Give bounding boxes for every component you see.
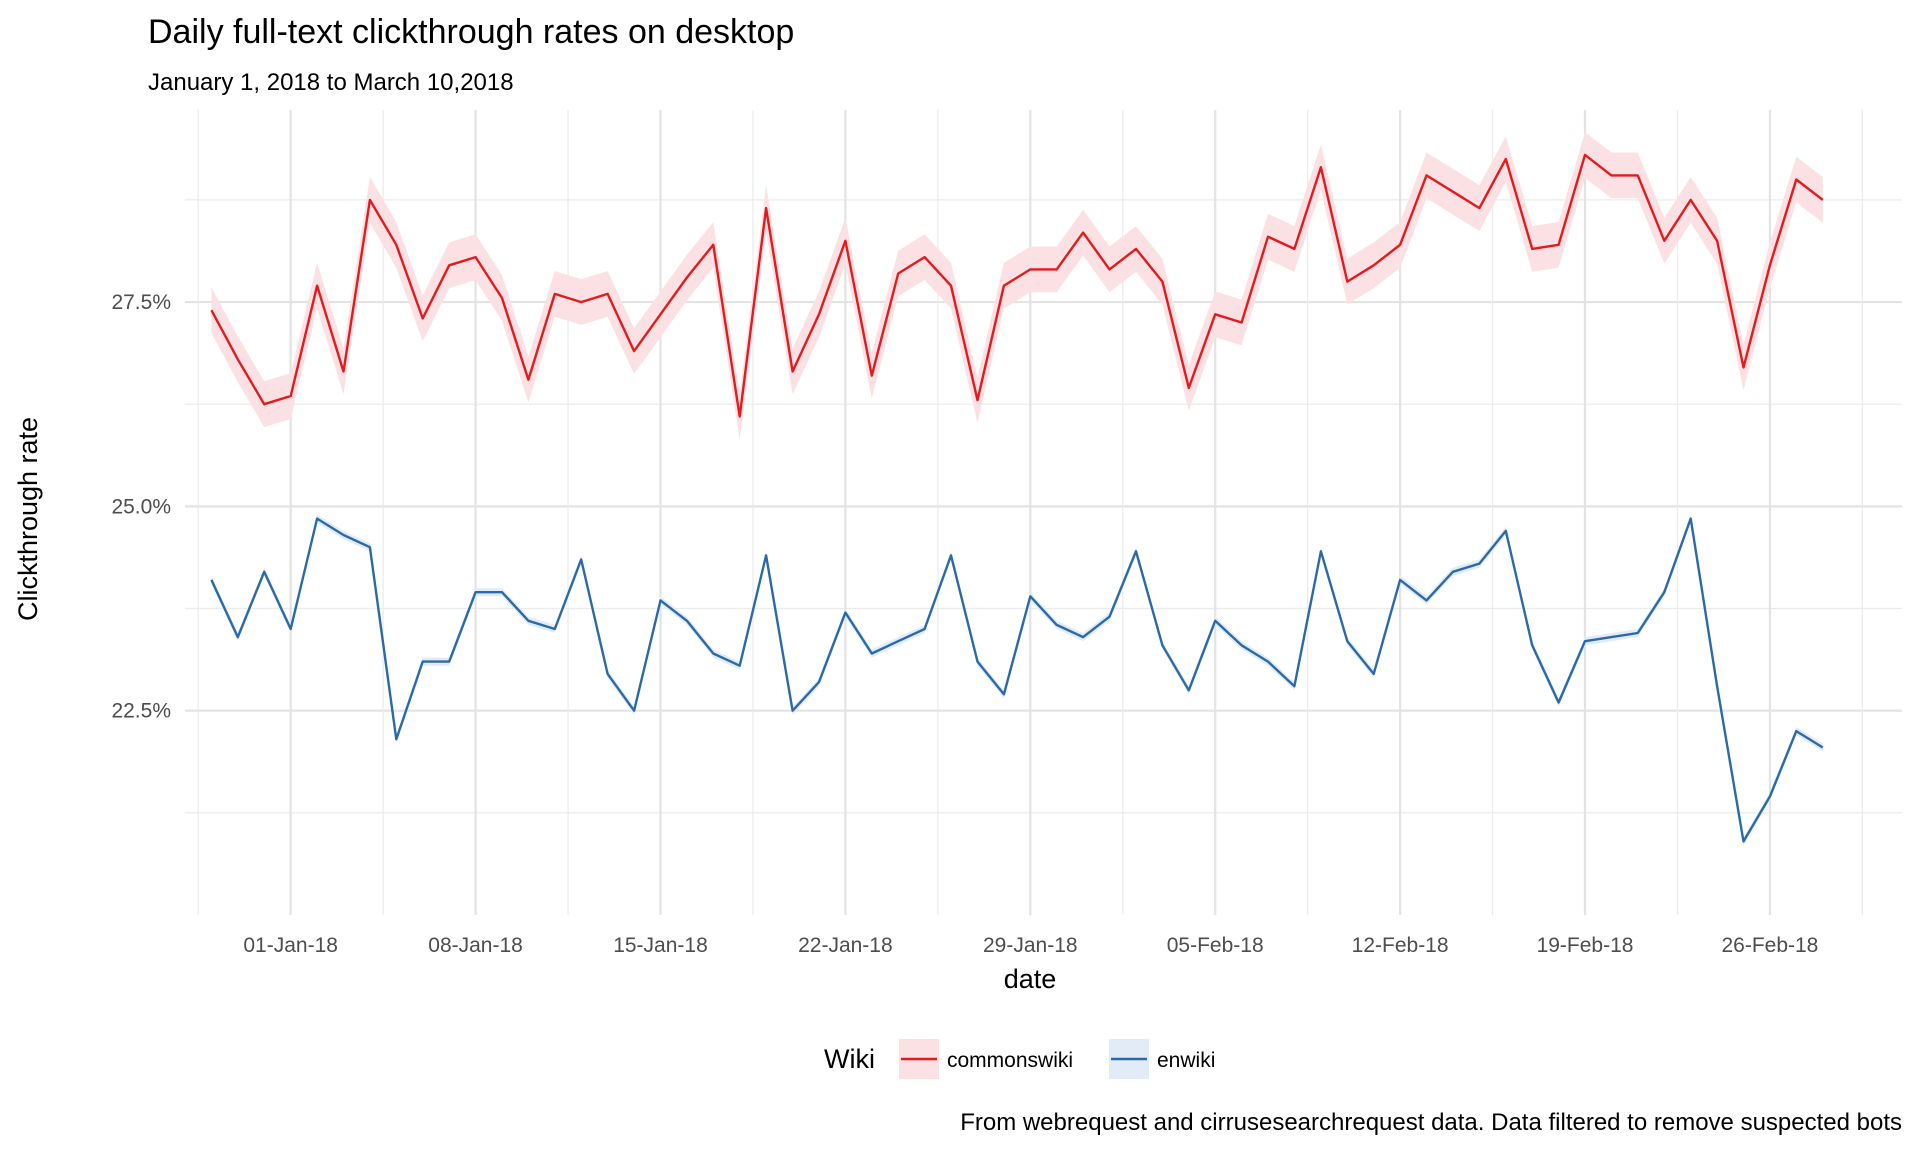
legend-title: Wiki [824,1044,875,1074]
series-lines [210,153,1824,843]
confidence-bands [211,132,1823,846]
x-tick-label: 12-Feb-18 [1352,934,1449,957]
legend: Wiki commonswiki enwiki [824,1039,1215,1079]
legend-label-commonswiki: commonswiki [947,1049,1073,1072]
x-tick-label: 22-Jan-18 [798,934,893,957]
y-tick-label: 22.5% [111,700,171,723]
band-enwiki [211,514,1823,846]
x-tick-label: 01-Jan-18 [243,934,338,957]
y-axis-title: Clickthrough rate [13,417,43,621]
x-tick-label: 26-Feb-18 [1721,934,1818,957]
x-tick-label: 08-Jan-18 [428,934,523,957]
x-axis-title: date [1004,964,1057,994]
y-tick-label: 27.5% [111,291,171,314]
legend-label-enwiki: enwiki [1157,1049,1215,1072]
legend-item-commonswiki: commonswiki [899,1039,1073,1079]
x-axis: 01-Jan-18 08-Jan-18 15-Jan-18 22-Jan-18 29-J… [243,934,1818,957]
legend-item-enwiki: enwiki [1109,1039,1215,1079]
x-tick-label: 15-Jan-18 [613,934,708,957]
gridlines [185,110,1902,915]
line-commonswiki [210,153,1824,418]
plot-panel [185,110,1902,915]
y-axis: 22.5% 25.0% 27.5% [111,291,171,723]
chart-title: Daily full-text clickthrough rates on de… [148,13,794,51]
chart-caption: From webrequest and cirrusesearchrequest… [960,1109,1902,1136]
chart-subtitle: January 1, 2018 to March 10,2018 [148,69,514,96]
y-tick-label: 25.0% [111,495,171,518]
band-commonswiki [211,132,1823,440]
x-tick-label: 05-Feb-18 [1167,934,1264,957]
x-tick-label: 29-Jan-18 [983,934,1078,957]
x-tick-label: 19-Feb-18 [1537,934,1634,957]
line-enwiki [210,517,1824,843]
